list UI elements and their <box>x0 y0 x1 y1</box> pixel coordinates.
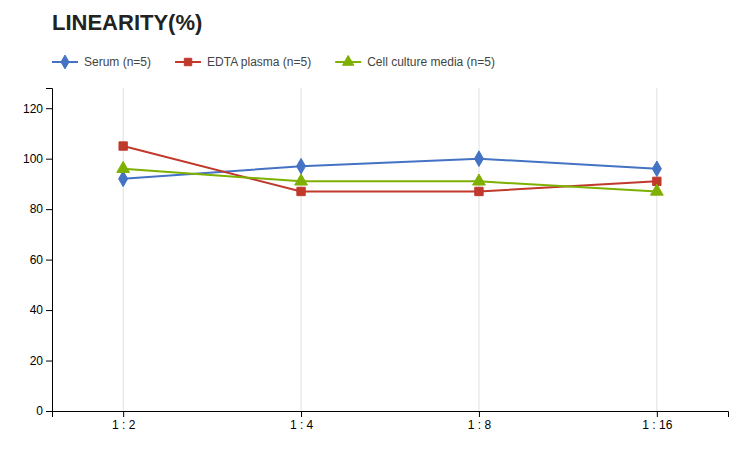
x-tick-mark <box>123 411 124 417</box>
title: LINEARITY(%) <box>52 10 202 35</box>
series-point <box>117 161 130 172</box>
legend-label: Cell culture media (n=5) <box>367 55 495 69</box>
x-axis-line <box>53 412 729 418</box>
legend-label: EDTA plasma (n=5) <box>207 55 311 69</box>
x-tick-mark <box>657 411 658 417</box>
y-tick: 80 <box>30 202 52 216</box>
plot-area: 0 20 40 60 80 100 120 1 : 2 1 : 4 1 : 8 1 : 16 <box>23 88 729 432</box>
legend-label: Serum (n=5) <box>84 55 151 69</box>
y-tick-mark <box>46 209 52 210</box>
series-line <box>123 146 657 191</box>
series-point <box>473 174 486 185</box>
y-tick-mark <box>46 361 52 362</box>
y-tick-label: 60 <box>30 253 44 267</box>
y-tick-label: 100 <box>23 152 43 166</box>
chart-container: 0 20 40 60 80 100 120 1 : 2 1 : 4 1 : 8 1 : 16 LINE… <box>0 0 752 451</box>
grid-line <box>301 88 302 411</box>
legend-item: EDTA plasma (n=5) <box>175 55 311 69</box>
series-point <box>297 187 305 195</box>
y-tick-mark <box>46 108 52 109</box>
y-tick-mark <box>46 260 52 261</box>
x-tick-mark <box>301 411 302 417</box>
series-line <box>123 159 657 179</box>
x-axis: 1 : 2 1 : 4 1 : 8 1 : 16 <box>53 411 729 432</box>
legend-swatch-marker <box>61 55 69 69</box>
grid <box>123 88 657 411</box>
legend-item: Cell culture media (n=5) <box>335 55 495 69</box>
chart-svg: 0 20 40 60 80 100 120 1 : 2 1 : 4 1 : 8 1 : 16 LINE… <box>0 0 752 451</box>
series-point <box>650 184 663 195</box>
series-point <box>297 158 306 174</box>
series-point <box>652 161 661 177</box>
y-tick-label: 0 <box>36 404 43 418</box>
x-tick-label: 1 : 16 <box>642 418 672 432</box>
series-point <box>474 151 483 167</box>
y-tick-label: 20 <box>30 354 44 368</box>
y-tick-label: 80 <box>30 202 44 216</box>
grid-line <box>123 88 124 411</box>
x-tick: 1 : 8 <box>468 411 492 432</box>
y-tick: 60 <box>30 253 52 267</box>
grid-line <box>478 88 479 411</box>
y-tick-label: 40 <box>30 303 44 317</box>
y-tick-mark <box>46 310 52 311</box>
x-tick: 1 : 16 <box>642 411 672 432</box>
x-tick-label: 1 : 8 <box>468 418 492 432</box>
legend-swatch-marker <box>184 58 191 65</box>
series-group <box>117 142 663 196</box>
legend-item: Serum (n=5) <box>52 55 151 69</box>
y-axis: 0 20 40 60 80 100 120 <box>23 89 53 419</box>
y-tick: 0 <box>36 404 52 418</box>
y-tick: 20 <box>30 354 52 368</box>
legend-swatch-marker <box>343 55 354 65</box>
y-tick: 40 <box>30 303 52 317</box>
y-tick: 120 <box>23 102 52 116</box>
y-tick-mark <box>46 411 52 412</box>
y-axis-line <box>46 89 53 412</box>
x-tick-label: 1 : 4 <box>290 418 314 432</box>
series-point <box>475 187 483 195</box>
x-tick: 1 : 2 <box>112 411 136 432</box>
series-line <box>123 169 657 192</box>
x-tick-label: 1 : 2 <box>112 418 136 432</box>
series-point <box>295 174 308 185</box>
y-tick-label: 120 <box>23 102 43 116</box>
x-tick-mark <box>479 411 480 417</box>
x-tick: 1 : 4 <box>290 411 314 432</box>
series-point <box>119 171 128 187</box>
y-tick-mark <box>46 159 52 160</box>
y-tick: 100 <box>23 152 52 166</box>
grid-line <box>656 88 657 411</box>
series-point <box>119 142 127 150</box>
legend: Serum (n=5) EDTA plasma (n=5) Cell culture… <box>52 55 495 69</box>
